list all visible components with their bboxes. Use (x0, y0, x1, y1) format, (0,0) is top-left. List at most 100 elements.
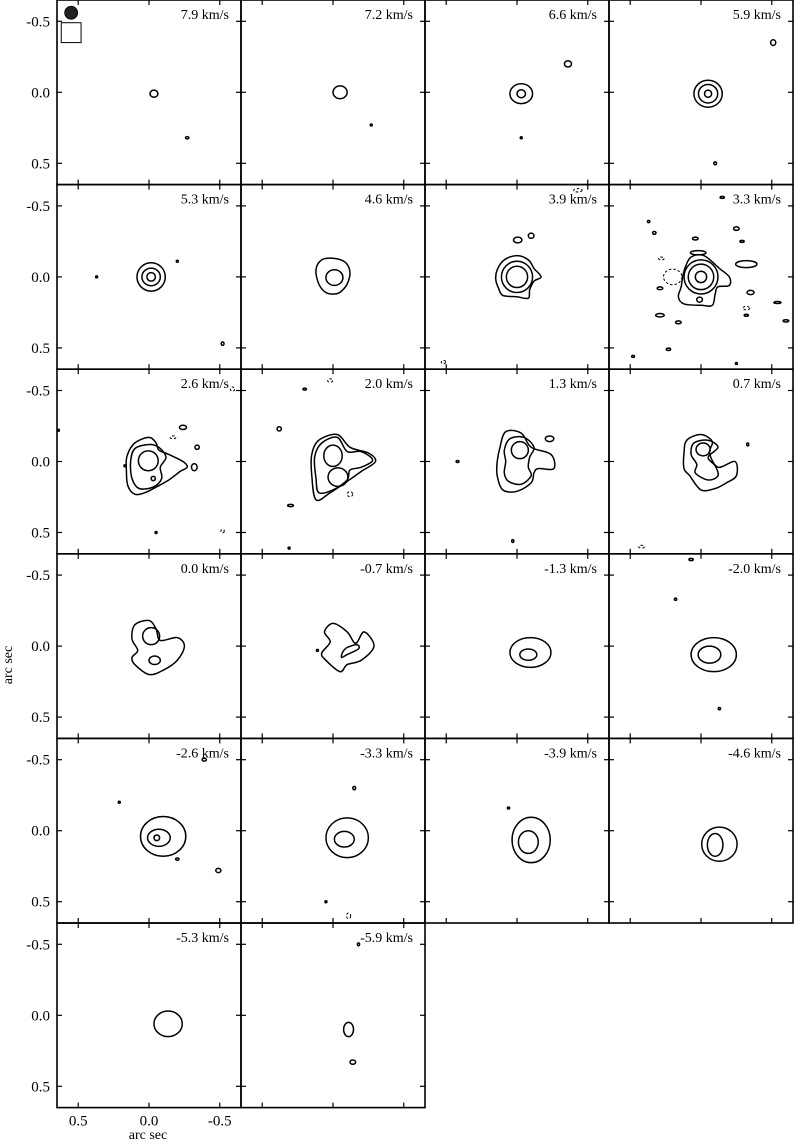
channel-panel: -5.9 km/s (240, 922, 426, 1109)
contour (287, 546, 291, 550)
contour (517, 829, 539, 855)
contour (94, 275, 99, 279)
contour (286, 503, 295, 508)
contour (739, 239, 745, 244)
panel-frame (240, 183, 426, 371)
contour (510, 440, 530, 460)
y-tick-label: 0.5 (31, 1079, 50, 1095)
channel-panel: 4.6 km/s (240, 183, 426, 371)
contour (646, 219, 651, 224)
contour (509, 83, 534, 105)
contour (688, 557, 694, 562)
velocity-label: 4.6 km/s (365, 193, 413, 208)
contour (139, 815, 187, 858)
contour (149, 89, 159, 99)
panel-frame (56, 552, 242, 740)
panel-frame (56, 0, 242, 186)
channel-panel: 0.7 km/s (608, 368, 794, 555)
contour (333, 830, 355, 848)
velocity-label: 3.3 km/s (733, 193, 781, 208)
channel-panel: 0.5 0.0 -0.5 -2.6 km/s (26, 737, 242, 924)
contour (327, 467, 349, 488)
contour (146, 828, 171, 848)
panel-frame (608, 0, 794, 186)
contour (695, 442, 711, 457)
channel-panel: 5.9 km/s (608, 0, 794, 186)
y-tick-label: -0.5 (26, 937, 50, 953)
contour (349, 1059, 357, 1066)
contour (325, 817, 370, 859)
contour (519, 648, 538, 662)
contour (174, 857, 180, 861)
contour (137, 450, 159, 472)
panel-frame (608, 737, 794, 924)
panel-frame (608, 368, 794, 555)
contour (689, 249, 707, 256)
velocity-label: 2.6 km/s (181, 377, 229, 392)
contour (511, 816, 552, 864)
contour (563, 60, 573, 68)
channel-panel: 0.5 0.0 -0.5 2.6 km/s (26, 368, 242, 555)
contour (734, 259, 758, 269)
y-tick-label: 0.0 (31, 270, 50, 286)
contour (324, 899, 328, 904)
contour (745, 442, 750, 447)
contour (169, 435, 177, 440)
contour (332, 85, 348, 100)
panel-frame (56, 183, 242, 371)
beam-box (60, 22, 82, 44)
contour (732, 226, 740, 232)
channel-panel: 2.0 km/s (240, 368, 426, 555)
velocity-label: -5.9 km/s (360, 931, 413, 946)
velocity-label: -2.6 km/s (176, 746, 229, 761)
channel-panel: 0.5 0.0 -0.5 5.3 km/s (26, 183, 242, 371)
contour (194, 444, 200, 451)
contour (340, 643, 360, 659)
panel-frame (240, 922, 426, 1109)
channel-panel: 6.6 km/s (424, 0, 610, 186)
contour (706, 832, 724, 858)
y-tick-label: 0.5 (31, 895, 50, 911)
beam-ellipse (64, 5, 79, 20)
channel-panel: -2.0 km/s (608, 552, 794, 740)
contour (220, 341, 225, 347)
contour (495, 429, 556, 493)
contour (638, 544, 645, 549)
contour (323, 444, 343, 468)
velocity-label: -0.7 km/s (360, 562, 413, 577)
panel-frame (424, 368, 610, 555)
y-tick-label: 0.5 (31, 710, 50, 726)
contour (129, 443, 167, 490)
contour (746, 289, 755, 296)
contour (190, 462, 198, 472)
contour (148, 655, 162, 666)
velocity-label: -1.3 km/s (544, 562, 597, 577)
contour (512, 236, 523, 244)
y-tick-label: 0.0 (31, 824, 50, 840)
contour (743, 313, 750, 317)
velocity-label: 5.3 km/s (181, 193, 229, 208)
contour (178, 424, 188, 431)
velocity-label: 0.7 km/s (733, 377, 781, 392)
contour (440, 359, 447, 365)
contour (220, 528, 225, 534)
channel-panel: 0.5 0.0 -0.5 7.9 km/s (26, 0, 242, 186)
contour (654, 312, 665, 318)
channel-panel: 3.3 km/s (608, 183, 794, 371)
contour (742, 305, 751, 311)
contour (690, 636, 738, 673)
contour (719, 195, 726, 200)
panel-frame (56, 737, 242, 924)
panels: 0.5 0.0 -0.5 7.9 km/s 7.2 km/s 6.6 km/s 5.9 km… (26, 0, 794, 1130)
contour (773, 300, 782, 305)
contour (154, 530, 158, 535)
contour (131, 619, 186, 676)
y-tick-label: 0.0 (31, 455, 50, 471)
y-tick-label: -0.5 (26, 199, 50, 215)
velocity-label: -4.6 km/s (728, 746, 781, 761)
panel-frame (424, 183, 610, 371)
channel-panel: 0.5 0.0 -0.5 0.5 0.0 -0.5 -5.3 km/s (26, 922, 242, 1130)
contour (690, 439, 720, 481)
contour (56, 428, 61, 433)
